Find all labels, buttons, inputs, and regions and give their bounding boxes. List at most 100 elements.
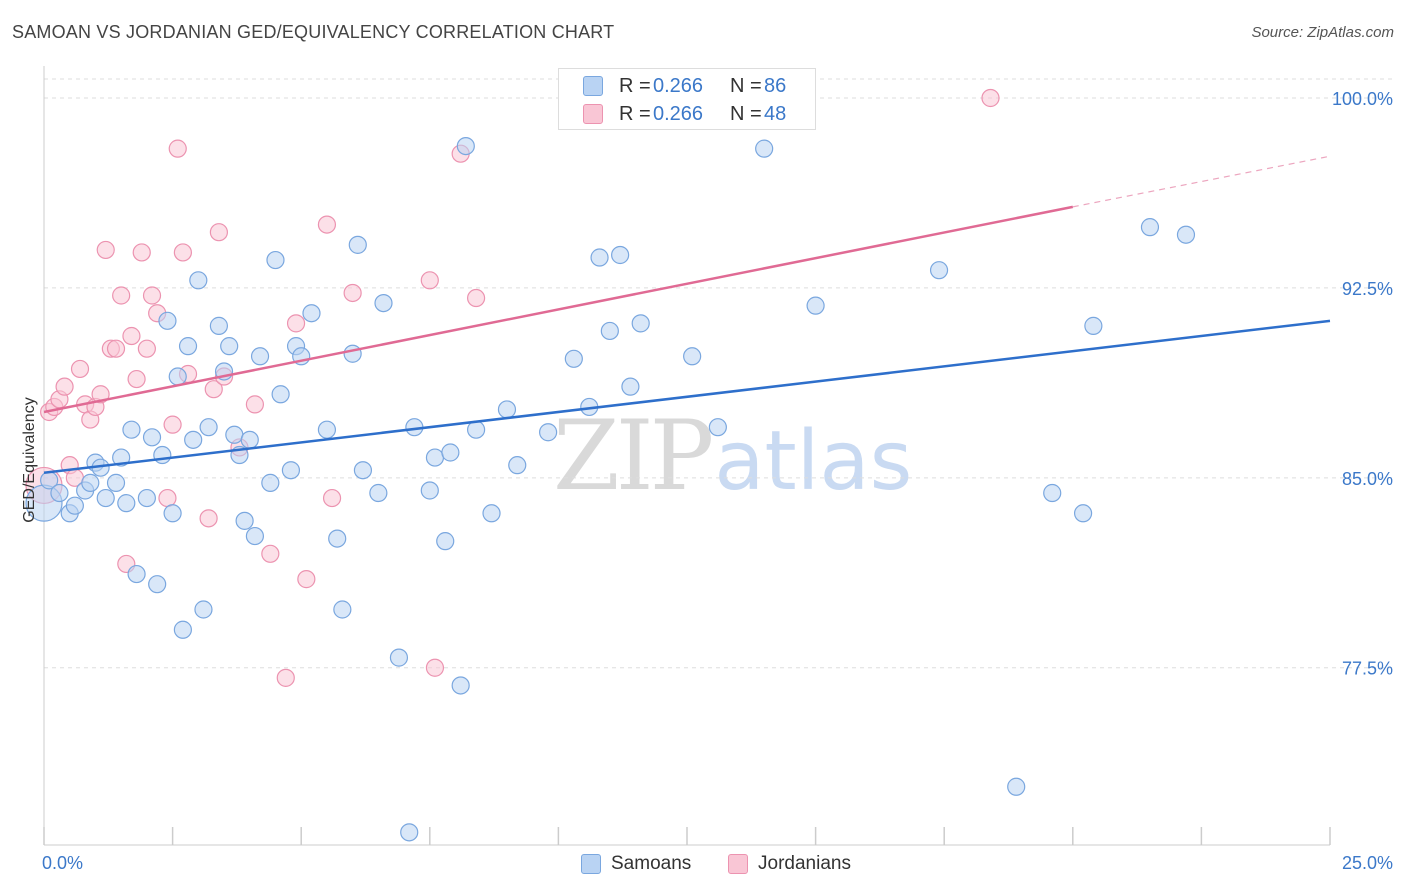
point-samoans [425,448,445,467]
legend-n-label: N = [730,74,762,97]
bottom-legend-jordanians[interactable]: Jordanians [728,851,851,877]
legend-n-value: 86 [764,74,787,97]
point-jordanians [425,658,445,677]
point-samoans [261,473,280,492]
point-samoans [611,245,630,265]
point-samoans [482,504,501,523]
x-tick-label: 25.0% [1342,853,1393,873]
point-samoans [137,488,156,508]
point-jordanians [96,240,115,260]
legend-r-value: 0.266 [653,102,704,125]
point-samoans [333,600,352,619]
point-samoans [631,314,650,333]
point-samoans [271,385,290,404]
chart-source: Source: ZipAtlas.com [1251,24,1394,41]
point-samoans [1140,218,1160,237]
point-samoans [343,344,362,363]
y-tick-label: 77.5% [1342,659,1393,679]
point-samoans [451,676,470,695]
point-samoans [266,250,285,270]
grid-layer [44,78,1392,669]
point-samoans [466,420,486,439]
legend-r-label: R = [619,102,651,125]
point-samoans [564,349,583,368]
point-jordanians [137,339,156,358]
point-samoans [755,139,774,158]
point-jordanians [127,369,146,389]
point-samoans [456,136,475,156]
point-samoans [353,461,373,480]
point-samoans [81,473,100,492]
point-samoans [250,347,270,366]
point-samoans [199,418,218,437]
point-jordanians [322,488,342,508]
point-samoans [1043,483,1062,503]
point-samoans [1084,316,1103,335]
point-samoans [508,456,527,475]
point-jordanians [106,339,126,358]
point-samoans [436,532,455,551]
bottom-legend-swatch-jordanians [728,854,748,874]
point-samoans [590,248,609,267]
point-jordanians [70,359,90,379]
point-samoans [806,296,825,315]
point-samoans [163,504,182,523]
point-jordanians [466,288,486,308]
point-jordanians [142,286,162,305]
bottom-legend-samoans[interactable]: Samoans [581,851,691,877]
point-samoans [302,304,321,323]
y-axis-label: GED/Equivalency [21,397,38,522]
legend-r-value: 0.266 [653,74,704,97]
point-samoans [708,418,727,437]
point-jordanians [276,668,295,687]
point-jordanians [245,395,265,414]
point-samoans [369,483,388,503]
point-jordanians [112,286,131,305]
point-jordanians [132,243,151,262]
bottom-legend-label-jordanians: Jordanians [758,853,851,874]
point-samoans [112,448,131,467]
point-samoans [225,425,244,444]
point-samoans [50,483,69,503]
point-samoans [281,461,301,480]
chart-title: SAMOAN VS JORDANIAN GED/EQUIVALENCY CORR… [12,22,615,42]
point-jordanians [204,380,223,399]
x-tick-label: 0.0% [42,853,83,873]
point-jordanians [420,271,439,290]
point-jordanians [343,283,362,303]
point-samoans [600,321,619,341]
point-samoans [317,420,337,439]
point-samoans [96,488,115,508]
point-jordanians [199,509,218,528]
point-samoans [158,311,177,330]
point-jordanians [168,139,187,158]
legend-n-value: 48 [764,102,787,125]
point-samoans [441,443,460,462]
legend-box: R = 0.266 N = 86 R = 0.266 N = 48 [558,68,816,130]
point-samoans [328,529,347,548]
point-samoans [1007,777,1026,796]
trendline-extension-jordanians [1072,155,1331,208]
point-jordanians [317,215,337,234]
point-samoans [127,564,146,584]
point-samoans [65,496,84,515]
trendline-samoans [43,319,1331,474]
point-samoans [420,481,439,500]
point-samoans [209,316,228,335]
labels-layer: 77.5% 85.0% 92.5% 100.0% 0.0% 25.0% GED/Equiva… [21,89,1393,873]
point-jordanians [91,385,110,404]
y-tick-label: 92.5% [1342,279,1393,299]
point-samoans [1073,504,1093,523]
point-samoans [389,648,409,667]
point-samoans [348,235,367,254]
point-jordanians [297,570,316,589]
point-samoans [220,337,239,356]
point-samoans [184,430,203,449]
y-tick-label: 100.0% [1332,89,1393,109]
point-jordanians [286,314,306,333]
point-jordanians [261,544,280,563]
legend-r-label: R = [619,74,651,97]
point-samoans [117,494,136,513]
